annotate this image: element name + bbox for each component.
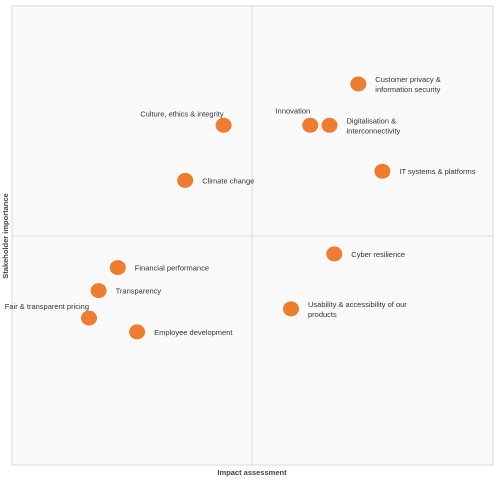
data-point-marker[interactable]	[374, 163, 391, 179]
point-group: Innovation	[276, 106, 319, 133]
point-group: Customer privacy & information security	[350, 75, 441, 94]
data-point-marker[interactable]	[302, 117, 319, 133]
data-point-label: Climate change	[202, 176, 254, 185]
data-point-marker[interactable]	[177, 172, 194, 188]
points-layer: Customer privacy & information security Cu…	[5, 75, 476, 340]
point-group: Fair & transparent pricing	[5, 302, 97, 326]
data-point-label: Cyber resilience	[351, 250, 405, 259]
data-point-label: Financial performance	[135, 264, 209, 273]
data-point-marker[interactable]	[283, 301, 299, 317]
data-point-label: Innovation	[276, 106, 311, 115]
data-point-marker[interactable]	[129, 324, 146, 340]
data-point-label: Customer privacy & information security	[375, 75, 440, 94]
data-point-marker[interactable]	[326, 246, 343, 262]
data-point-label: Fair & transparent pricing	[5, 302, 89, 311]
x-axis-title: Impact assessment	[217, 468, 287, 477]
point-group: Employee development	[129, 324, 233, 340]
point-group: Digitalisation & interconnectivity	[321, 116, 401, 135]
data-point-marker[interactable]	[215, 117, 232, 133]
data-point-label: Transparency	[116, 287, 162, 296]
point-group: Climate change	[177, 172, 254, 188]
data-point-label: Culture, ethics & integrity	[140, 109, 224, 118]
point-group: Financial performance	[109, 260, 209, 276]
y-axis-title: Stakeholder importance	[1, 193, 10, 278]
point-group: IT systems & platforms	[374, 163, 476, 179]
data-point-label: Employee development	[154, 328, 233, 337]
data-point-label: Usability & accessibility of our products	[308, 300, 407, 319]
data-point-label: Digitalisation & interconnectivity	[347, 116, 401, 135]
data-point-marker[interactable]	[90, 283, 107, 299]
data-point-marker[interactable]	[109, 260, 126, 276]
point-group: Culture, ethics & integrity	[140, 109, 232, 133]
point-group: Cyber resilience	[326, 246, 405, 262]
data-point-label: IT systems & platforms	[399, 167, 475, 176]
point-group: Transparency	[90, 283, 162, 299]
data-point-marker[interactable]	[81, 310, 97, 326]
point-group: Usability & accessibility of our products	[283, 300, 407, 319]
data-point-marker[interactable]	[350, 76, 367, 92]
data-point-marker[interactable]	[321, 117, 338, 133]
